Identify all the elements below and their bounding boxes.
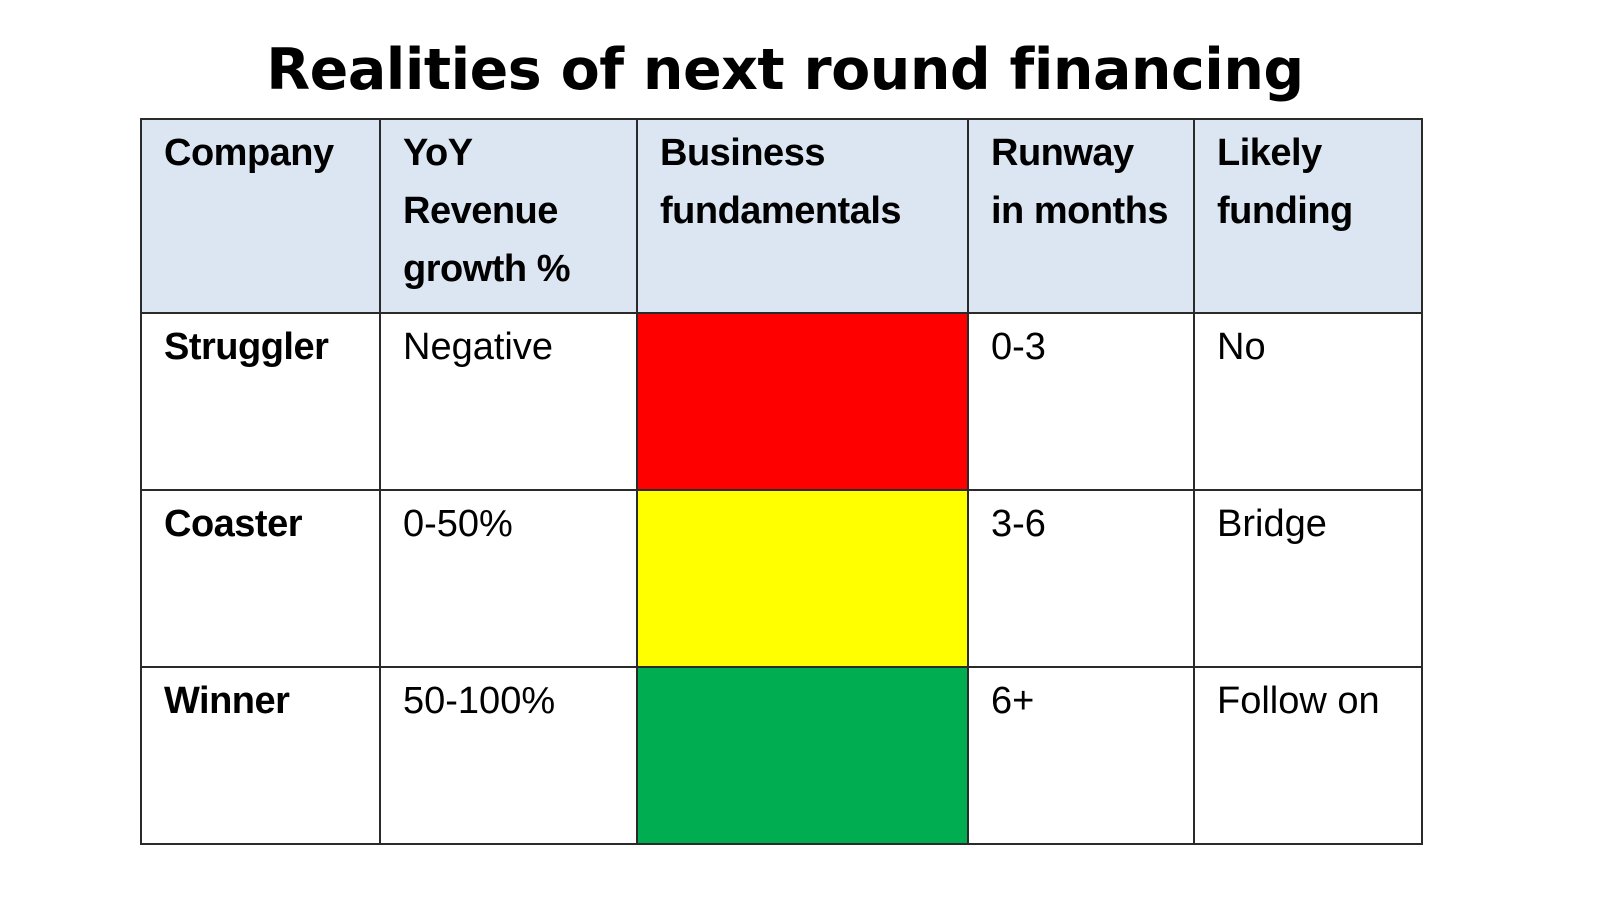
- growth-cell: Negative: [379, 312, 638, 491]
- runway-cell: 3-6: [967, 489, 1195, 668]
- header-funding: Likely funding: [1193, 118, 1423, 314]
- runway-cell: 0-3: [967, 312, 1195, 491]
- runway-cell: 6+: [967, 666, 1195, 845]
- company-cell: Winner: [140, 666, 381, 845]
- fundamentals-swatch-red: [636, 312, 969, 491]
- header-fundamentals: Business fundamentals: [636, 118, 969, 314]
- company-cell: Coaster: [140, 489, 381, 668]
- table-row: Coaster 0-50% 3-6 Bridge: [140, 489, 1423, 668]
- growth-cell: 0-50%: [379, 489, 638, 668]
- funding-cell: Bridge: [1193, 489, 1423, 668]
- fundamentals-swatch-yellow: [636, 489, 969, 668]
- header-row: Company YoY Revenue growth % Business fu…: [140, 118, 1423, 314]
- funding-cell: Follow on: [1193, 666, 1423, 845]
- growth-cell: 50-100%: [379, 666, 638, 845]
- page-title: Realities of next round financing: [266, 37, 1304, 103]
- company-cell: Struggler: [140, 312, 381, 491]
- header-runway: Runway in months: [967, 118, 1195, 314]
- header-company: Company: [140, 118, 381, 314]
- table-row: Winner 50-100% 6+ Follow on: [140, 666, 1423, 845]
- table-row: Struggler Negative 0-3 No: [140, 312, 1423, 491]
- fundamentals-swatch-green: [636, 666, 969, 845]
- financing-table: Company YoY Revenue growth % Business fu…: [140, 118, 1423, 845]
- funding-cell: No: [1193, 312, 1423, 491]
- header-growth: YoY Revenue growth %: [379, 118, 638, 314]
